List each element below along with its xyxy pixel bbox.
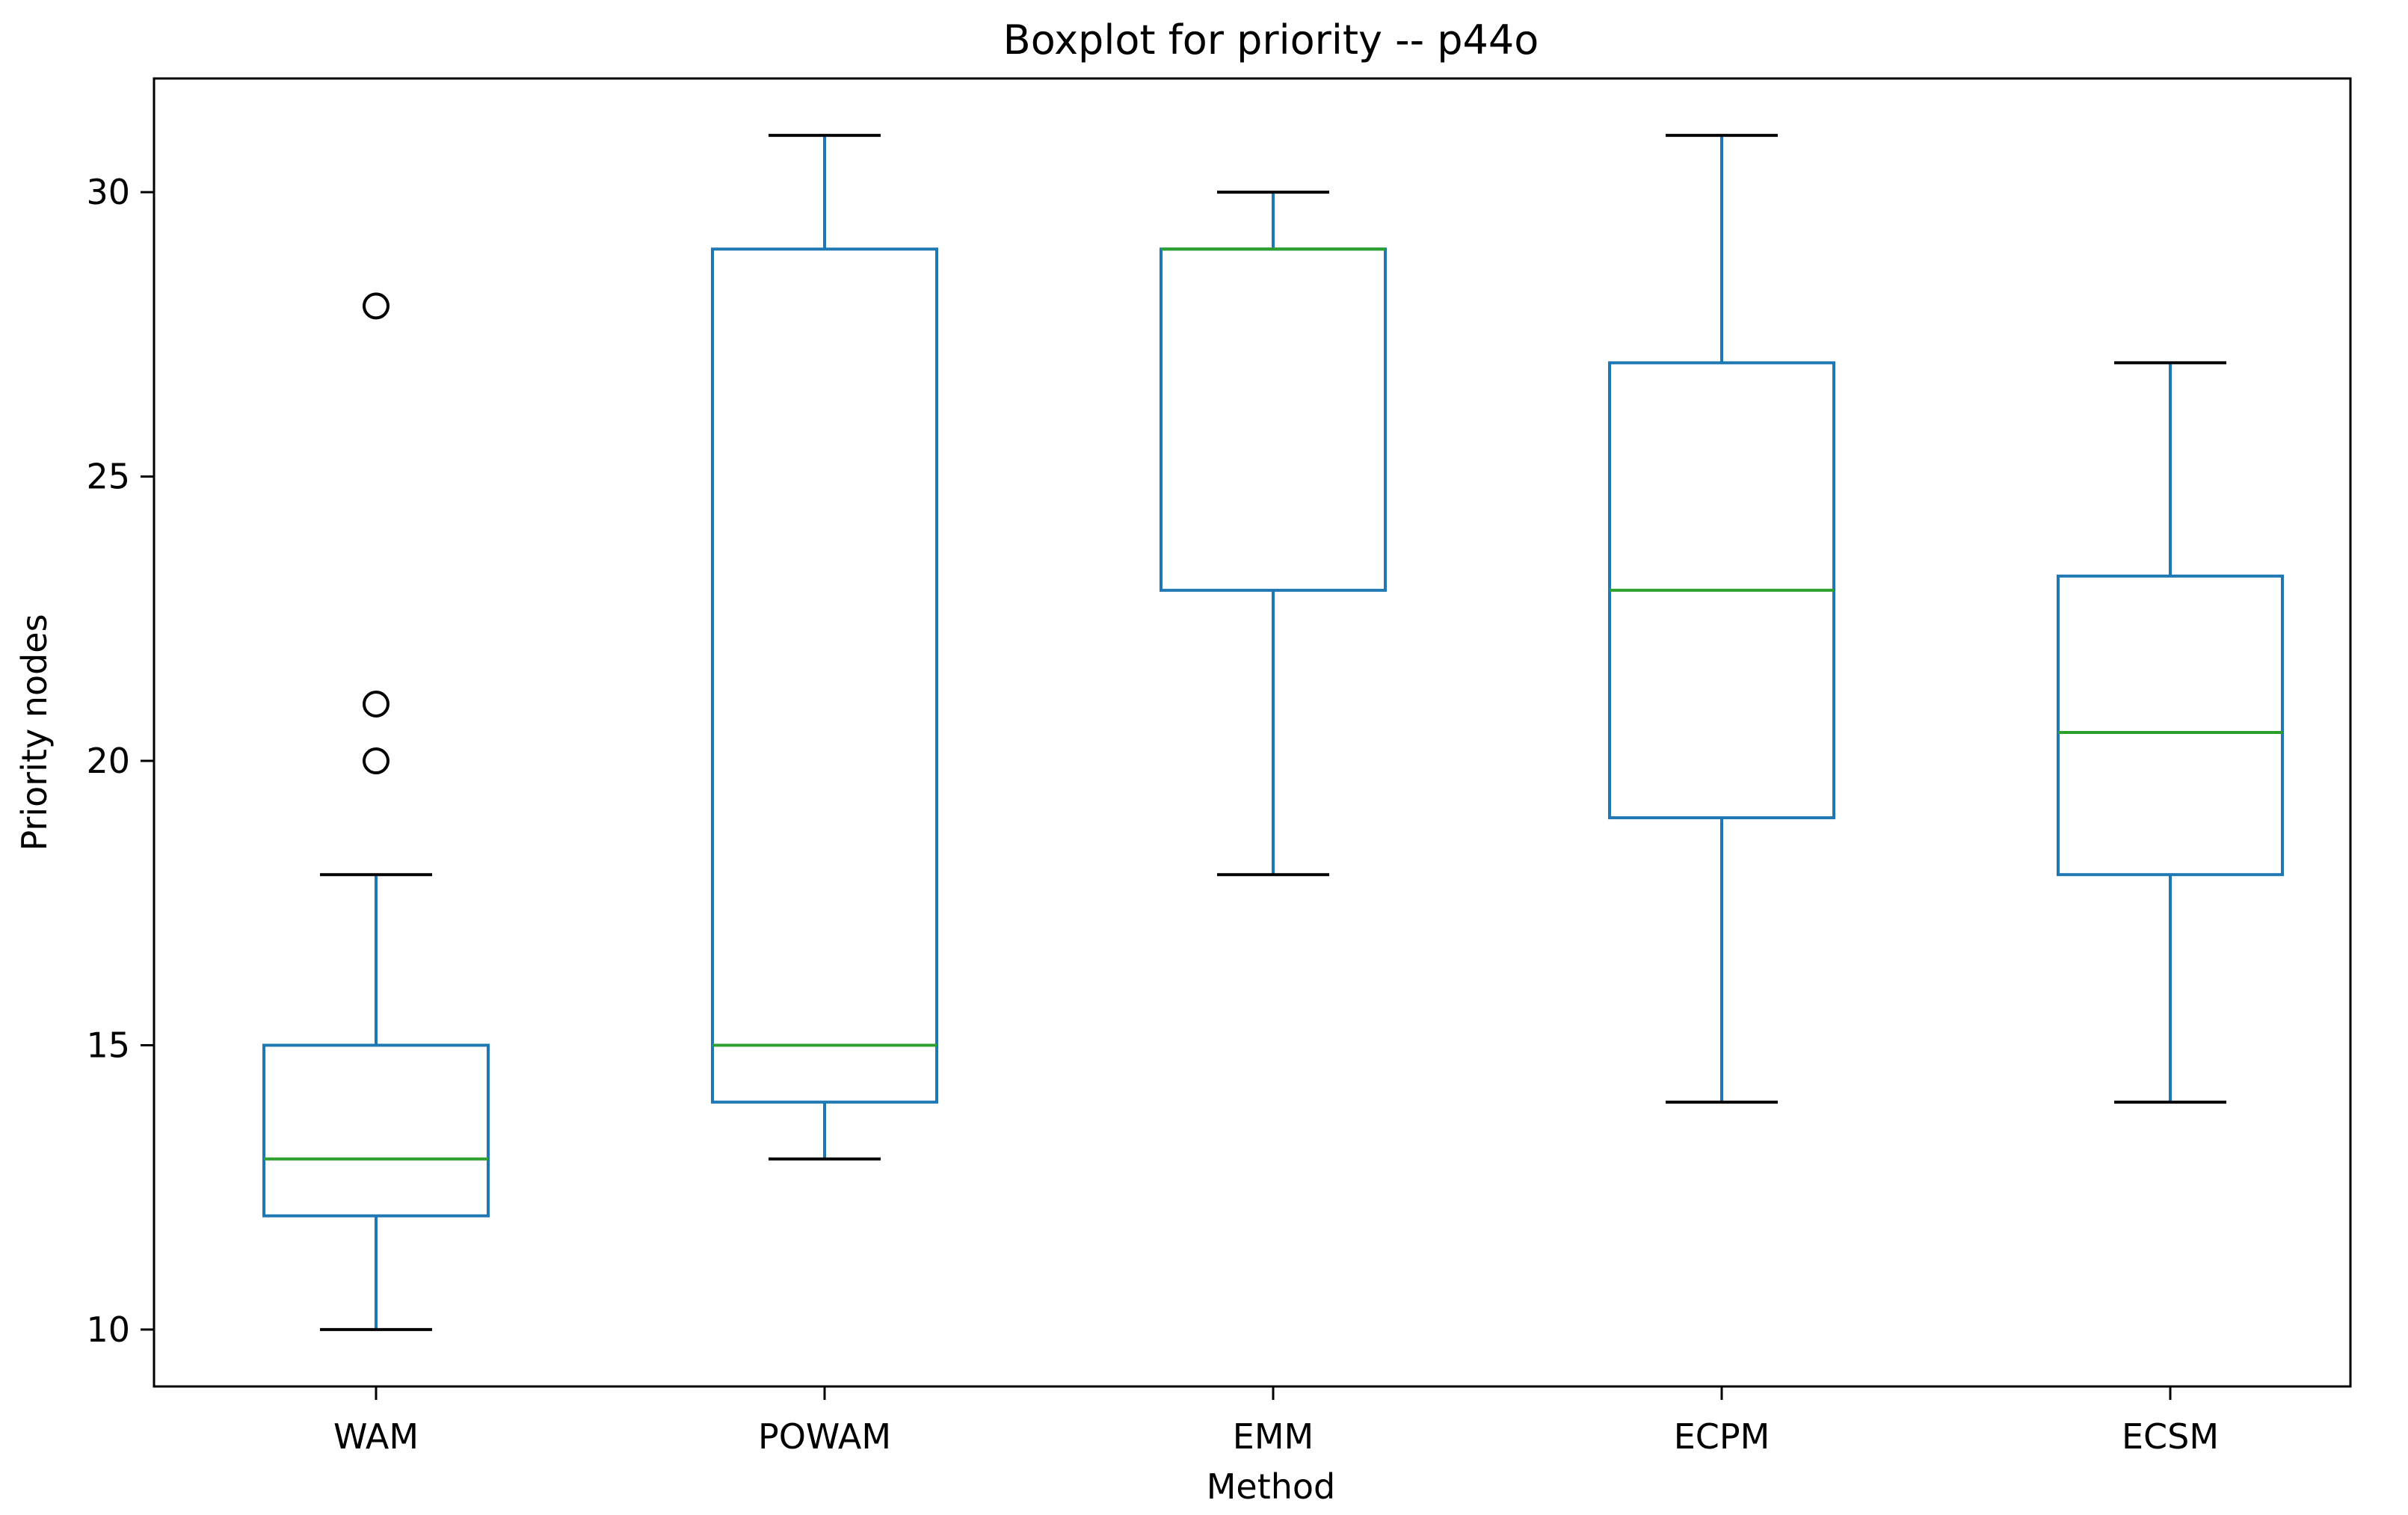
x-tick-label: WAM [333, 1416, 419, 1457]
x-tick-label: POWAM [758, 1416, 891, 1457]
y-tick-label: 10 [86, 1309, 130, 1350]
x-tick-label: EMM [1233, 1416, 1314, 1457]
plot-frame [153, 77, 2352, 1388]
iqr-box [262, 1043, 490, 1218]
x-axis-ticks: WAM POWAM EMM ECPM ECSM [333, 1386, 2219, 1457]
outlier-point [363, 747, 389, 775]
box-group [711, 134, 938, 1161]
x-axis-label: Method [1207, 1466, 1336, 1507]
outlier-point [363, 690, 389, 718]
outlier-point [363, 292, 389, 320]
x-tick-label: ECSM [2122, 1416, 2219, 1457]
box-group [1608, 134, 1835, 1104]
x-tick-label: ECPM [1674, 1416, 1770, 1457]
iqr-box [711, 247, 938, 1104]
y-axis-ticks: 10 15 20 25 30 [86, 172, 154, 1350]
box-group [2057, 361, 2284, 1104]
iqr-box [2057, 574, 2284, 877]
y-tick-label: 20 [86, 741, 130, 781]
y-tick-label: 30 [86, 172, 130, 212]
y-tick-label: 25 [86, 457, 130, 497]
y-axis-label: Priority nodes [14, 614, 55, 851]
y-tick-label: 15 [86, 1025, 130, 1065]
plot-area [262, 134, 2284, 1331]
box-group [262, 292, 490, 1331]
chart-title: Boxplot for priority -- p44o [1003, 16, 1539, 64]
box-group [1160, 191, 1387, 877]
